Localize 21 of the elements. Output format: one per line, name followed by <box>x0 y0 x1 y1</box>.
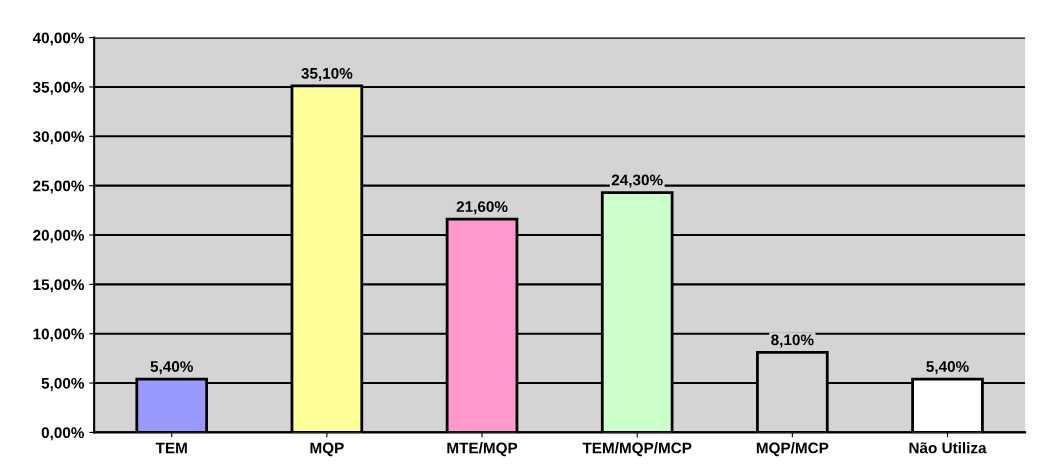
data-label: 24,30% <box>611 174 663 188</box>
y-tick-label: 0,00% <box>41 427 85 441</box>
y-tick-label: 20,00% <box>33 229 85 243</box>
y-tick-label: 30,00% <box>32 131 85 145</box>
data-label: 8,10% <box>771 334 814 348</box>
x-tick-label: MTE/MQP <box>447 442 518 457</box>
data-label: 5,40% <box>150 361 193 375</box>
y-tick-label: 10,00% <box>33 328 85 342</box>
data-label: 21,60% <box>456 201 508 215</box>
x-tick-label: TEM/MQP/MCP <box>582 442 692 457</box>
data-label: 35,10% <box>301 67 353 81</box>
x-tick-label: Não Utiliza <box>909 442 987 454</box>
data-label: 5,40% <box>926 361 969 375</box>
y-tick-label: 5,00% <box>41 377 85 391</box>
x-tick-label: MQP <box>310 442 344 457</box>
y-tick-label: 40,00% <box>32 32 85 46</box>
y-tick-label: 25,00% <box>33 180 85 194</box>
y-tick-label: 35,00% <box>32 81 85 95</box>
y-tick-label: 15,00% <box>33 279 85 293</box>
x-tick-label: MQP/MCP <box>756 442 829 457</box>
x-tick-label: TEM <box>155 442 187 454</box>
